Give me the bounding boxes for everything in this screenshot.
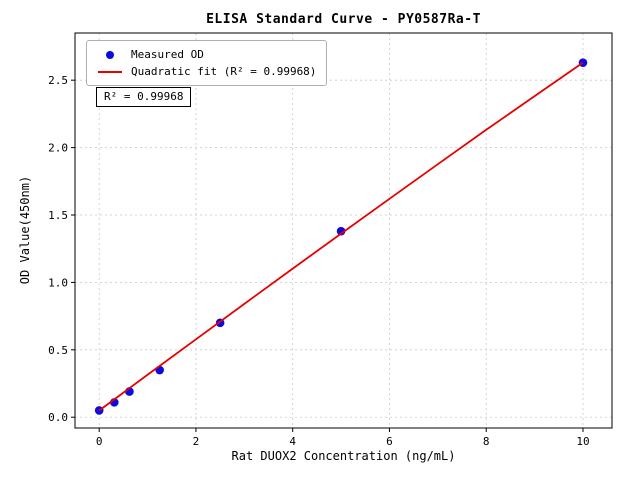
x-tick-label: 10 [576, 435, 589, 448]
fit-line [98, 61, 584, 412]
y-tick-label: 2.0 [48, 142, 68, 155]
y-axis-label: OD Value(450nm) [18, 175, 32, 285]
y-tick-label: 0.0 [48, 411, 68, 424]
x-tick-label: 6 [386, 435, 393, 448]
y-tick-label: 1.5 [48, 209, 68, 222]
x-tick-label: 0 [96, 435, 103, 448]
scatter-marker-icon [106, 50, 114, 59]
legend-label-quadratic-fit: Quadratic fit (R² = 0.99968) [131, 65, 317, 78]
x-tick-label: 4 [289, 435, 296, 448]
data-point [336, 226, 346, 236]
x-tick-label: 2 [193, 435, 200, 448]
legend-entry-measured-od: Measured OD [95, 46, 316, 63]
x-tick-label: 8 [483, 435, 490, 448]
y-tick-label: 0.5 [48, 344, 68, 357]
legend-entry-quadratic-fit: Quadratic fit (R² = 0.99968) [95, 63, 316, 80]
legend: Measured OD Quadratic fit (R² = 0.99968) [86, 40, 328, 86]
x-axis-label: Rat DUOX2 Concentration (ng/mL) [231, 449, 456, 463]
legend-label-measured-od: Measured OD [131, 48, 204, 61]
y-tick-label: 2.5 [48, 74, 68, 87]
legend-marker-cell [95, 70, 125, 73]
y-tick-label: 1.0 [48, 276, 68, 289]
r-squared-annotation: R² = 0.99968 [96, 87, 192, 107]
line-marker-icon [98, 70, 122, 73]
chart-title: ELISA Standard Curve - PY0587Ra-T [206, 12, 481, 27]
legend-marker-cell [95, 50, 125, 59]
axes-frame [74, 32, 613, 429]
